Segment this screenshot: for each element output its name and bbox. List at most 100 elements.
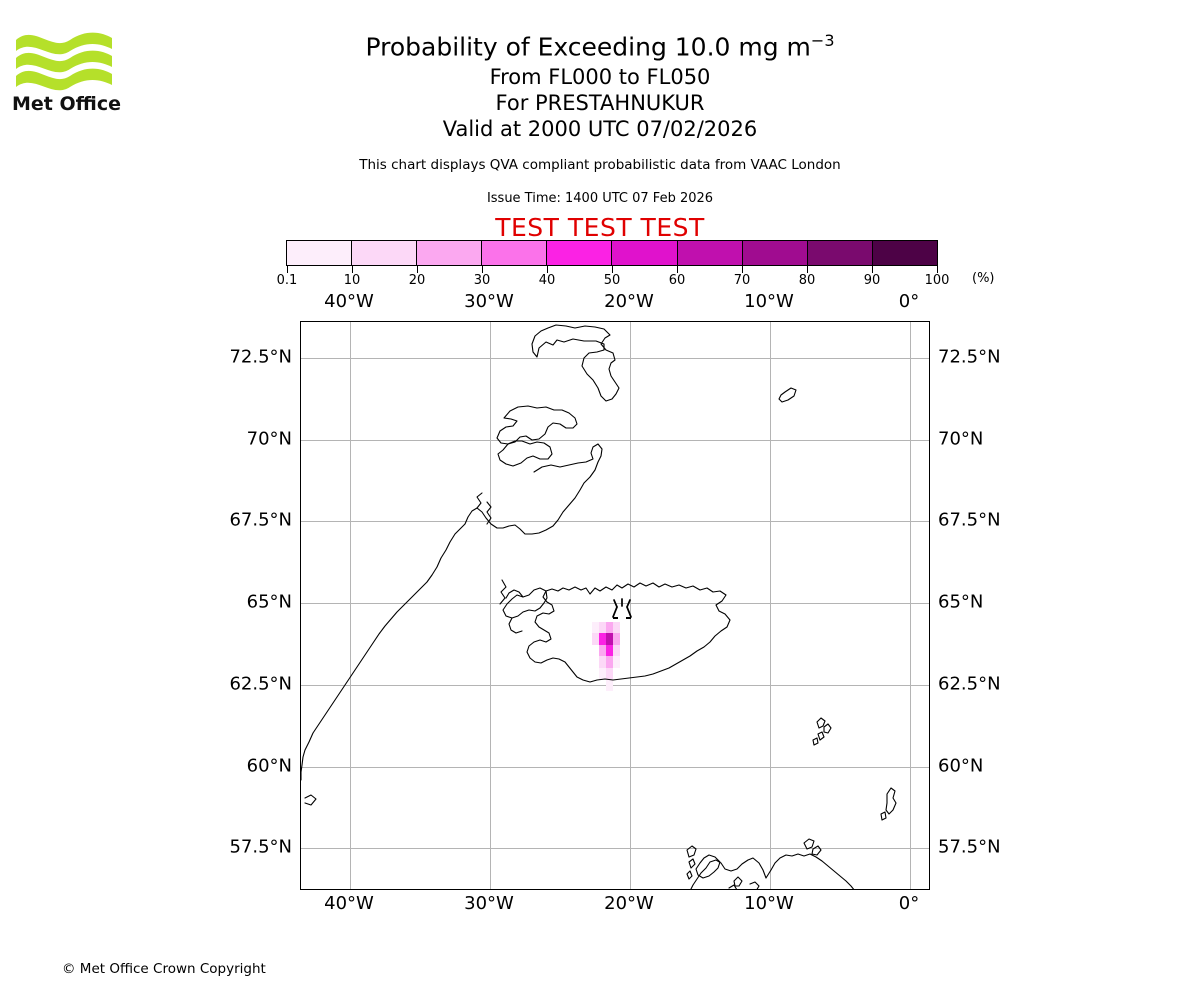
scotland-northwest-peninsula bbox=[695, 854, 721, 879]
lat-label-left-3: 65°N bbox=[246, 591, 292, 613]
gridline-lon-3 bbox=[770, 322, 771, 889]
volcano-name-subtitle: For PRESTAHNUKUR bbox=[495, 91, 705, 116]
shetland-islands bbox=[885, 787, 897, 815]
colorbar-tick-label-1: 10 bbox=[343, 273, 361, 288]
shetland-south-isle bbox=[880, 811, 887, 821]
page-title-exponent: −3 bbox=[810, 31, 835, 50]
ash-cell-10 bbox=[612, 644, 620, 657]
colorbar-tick-label-2: 20 bbox=[408, 273, 426, 288]
lat-label-left-1: 60°N bbox=[246, 755, 292, 777]
colorbar-unit-label: (%) bbox=[972, 271, 995, 286]
colorbar-band-2 bbox=[416, 241, 482, 265]
colorbar-tick-2 bbox=[417, 266, 418, 273]
lat-label-left-2: 62.5°N bbox=[229, 673, 292, 695]
lon-label-top-0: 40°W bbox=[324, 291, 374, 312]
orkney-islands-2 bbox=[811, 845, 822, 856]
greenland-east-coast bbox=[301, 443, 603, 781]
jan-mayen-island bbox=[778, 387, 797, 403]
gridline-lon-1 bbox=[490, 322, 491, 889]
colorbar-tick-7 bbox=[742, 266, 743, 273]
colorbar-tick-label-6: 60 bbox=[668, 273, 686, 288]
page-title-text: Probability of Exceeding 10.0 mg m bbox=[365, 32, 811, 62]
orkney-islands-1 bbox=[803, 838, 815, 850]
colorbar-tick-label-8: 80 bbox=[798, 273, 816, 288]
lon-label-top-2: 20°W bbox=[604, 291, 654, 312]
faroe-island-4 bbox=[812, 737, 819, 746]
colorbar-band-4 bbox=[546, 241, 612, 265]
ash-cell-4 bbox=[591, 633, 599, 645]
colorbar-tick-4 bbox=[547, 266, 548, 273]
ash-cell-3 bbox=[612, 622, 620, 634]
iceland-westfjord-arm-2 bbox=[508, 617, 523, 634]
colorbar-tick-6 bbox=[677, 266, 678, 273]
lat-label-right-3: 65°N bbox=[938, 591, 984, 613]
colorbar-tick-labels: 0.1 10 20 30 40 50 60 70 80 90 100 bbox=[277, 273, 950, 291]
scotland-mainland bbox=[690, 853, 855, 889]
lat-label-right-4: 67.5°N bbox=[938, 509, 1001, 531]
colorbar-band-3 bbox=[481, 241, 547, 265]
colorbar-band-9 bbox=[871, 241, 937, 265]
greenland-fjord-1 bbox=[496, 405, 578, 445]
ash-cell-8 bbox=[598, 644, 606, 657]
colorbar-tick-label-0: 0.1 bbox=[276, 273, 298, 288]
page-title: Probability of Exceeding 10.0 mg m−3 bbox=[0, 24, 1200, 64]
colorbar-tick-1 bbox=[352, 266, 353, 273]
colorbar-tick-label-5: 50 bbox=[603, 273, 621, 288]
issue-time: Issue Time: 1400 UTC 07 Feb 2026 bbox=[486, 191, 714, 206]
colorbar-tick-0 bbox=[287, 266, 288, 273]
gridline-lon-4 bbox=[910, 322, 911, 889]
colorbar-tick-5 bbox=[612, 266, 613, 273]
valid-time-subtitle: Valid at 2000 UTC 07/02/2026 bbox=[442, 117, 758, 142]
gridline-lat-0 bbox=[301, 848, 929, 850]
colorbar-tick-9 bbox=[872, 266, 873, 273]
met-office-logo: Met Office bbox=[12, 18, 124, 114]
colorbar: 0.1 10 20 30 40 50 60 70 80 90 100 bbox=[277, 240, 949, 288]
outer-hebrides-3 bbox=[686, 870, 693, 880]
faroe-island-1 bbox=[816, 717, 826, 729]
gridline-lat-5 bbox=[301, 439, 929, 441]
colorbar-tick-label-10: 100 bbox=[924, 273, 950, 288]
volcano-marker-icon bbox=[612, 598, 632, 620]
colorbar-band-7 bbox=[741, 241, 807, 265]
lon-label-bottom-1: 30°W bbox=[464, 893, 514, 914]
greenland-inlet-3 bbox=[499, 579, 507, 605]
logo-waves-icon bbox=[16, 32, 112, 91]
lon-label-bottom-0: 40°W bbox=[324, 893, 374, 914]
lat-label-right-6: 72.5°N bbox=[938, 346, 1001, 368]
outer-hebrides-2 bbox=[688, 858, 696, 869]
colorbar-band-8 bbox=[806, 241, 872, 265]
lat-label-left-4: 67.5°N bbox=[229, 509, 292, 531]
greenland-inlet-2 bbox=[476, 492, 483, 509]
map-panel[interactable] bbox=[300, 321, 930, 890]
colorbar-band-6 bbox=[676, 241, 742, 265]
iceland-westfjord-arm-1 bbox=[505, 589, 524, 599]
lat-label-right-5: 70°N bbox=[938, 428, 984, 450]
copyright-notice: © Met Office Crown Copyright bbox=[62, 961, 266, 977]
ash-cell-11 bbox=[598, 656, 606, 668]
iceland-coast bbox=[526, 582, 731, 683]
lon-label-top-4: 0° bbox=[898, 291, 920, 312]
ash-cell-2 bbox=[605, 622, 613, 634]
longitude-labels-top: 40°W 30°W 20°W 10°W 0° bbox=[300, 291, 930, 317]
lon-label-top-3: 10°W bbox=[744, 291, 794, 312]
gridline-lat-2 bbox=[301, 684, 929, 686]
inner-hebrides-2 bbox=[728, 884, 738, 889]
ash-cell-6 bbox=[605, 633, 613, 645]
lat-label-right-2: 62.5°N bbox=[938, 673, 1001, 695]
colorbar-tick-label-7: 70 bbox=[733, 273, 751, 288]
lat-label-right-1: 60°N bbox=[938, 755, 984, 777]
colorbar-ticks bbox=[286, 266, 938, 274]
greenland-ne-coast bbox=[531, 324, 620, 402]
iceland-westfjords bbox=[502, 587, 548, 619]
colorbar-tick-label-4: 40 bbox=[538, 273, 556, 288]
colorbar-tick-label-9: 90 bbox=[863, 273, 881, 288]
lat-label-left-0: 57.5°N bbox=[229, 836, 292, 858]
lat-label-left-5: 70°N bbox=[246, 428, 292, 450]
gridline-lon-2 bbox=[630, 322, 631, 889]
coastlines bbox=[301, 324, 897, 889]
flight-level-subtitle: From FL000 to FL050 bbox=[489, 65, 711, 90]
gridline-lon-0 bbox=[350, 322, 351, 889]
colorbar-tick-3 bbox=[482, 266, 483, 273]
lon-label-bottom-4: 0° bbox=[898, 893, 920, 914]
test-banner: TEST TEST TEST bbox=[495, 213, 705, 242]
